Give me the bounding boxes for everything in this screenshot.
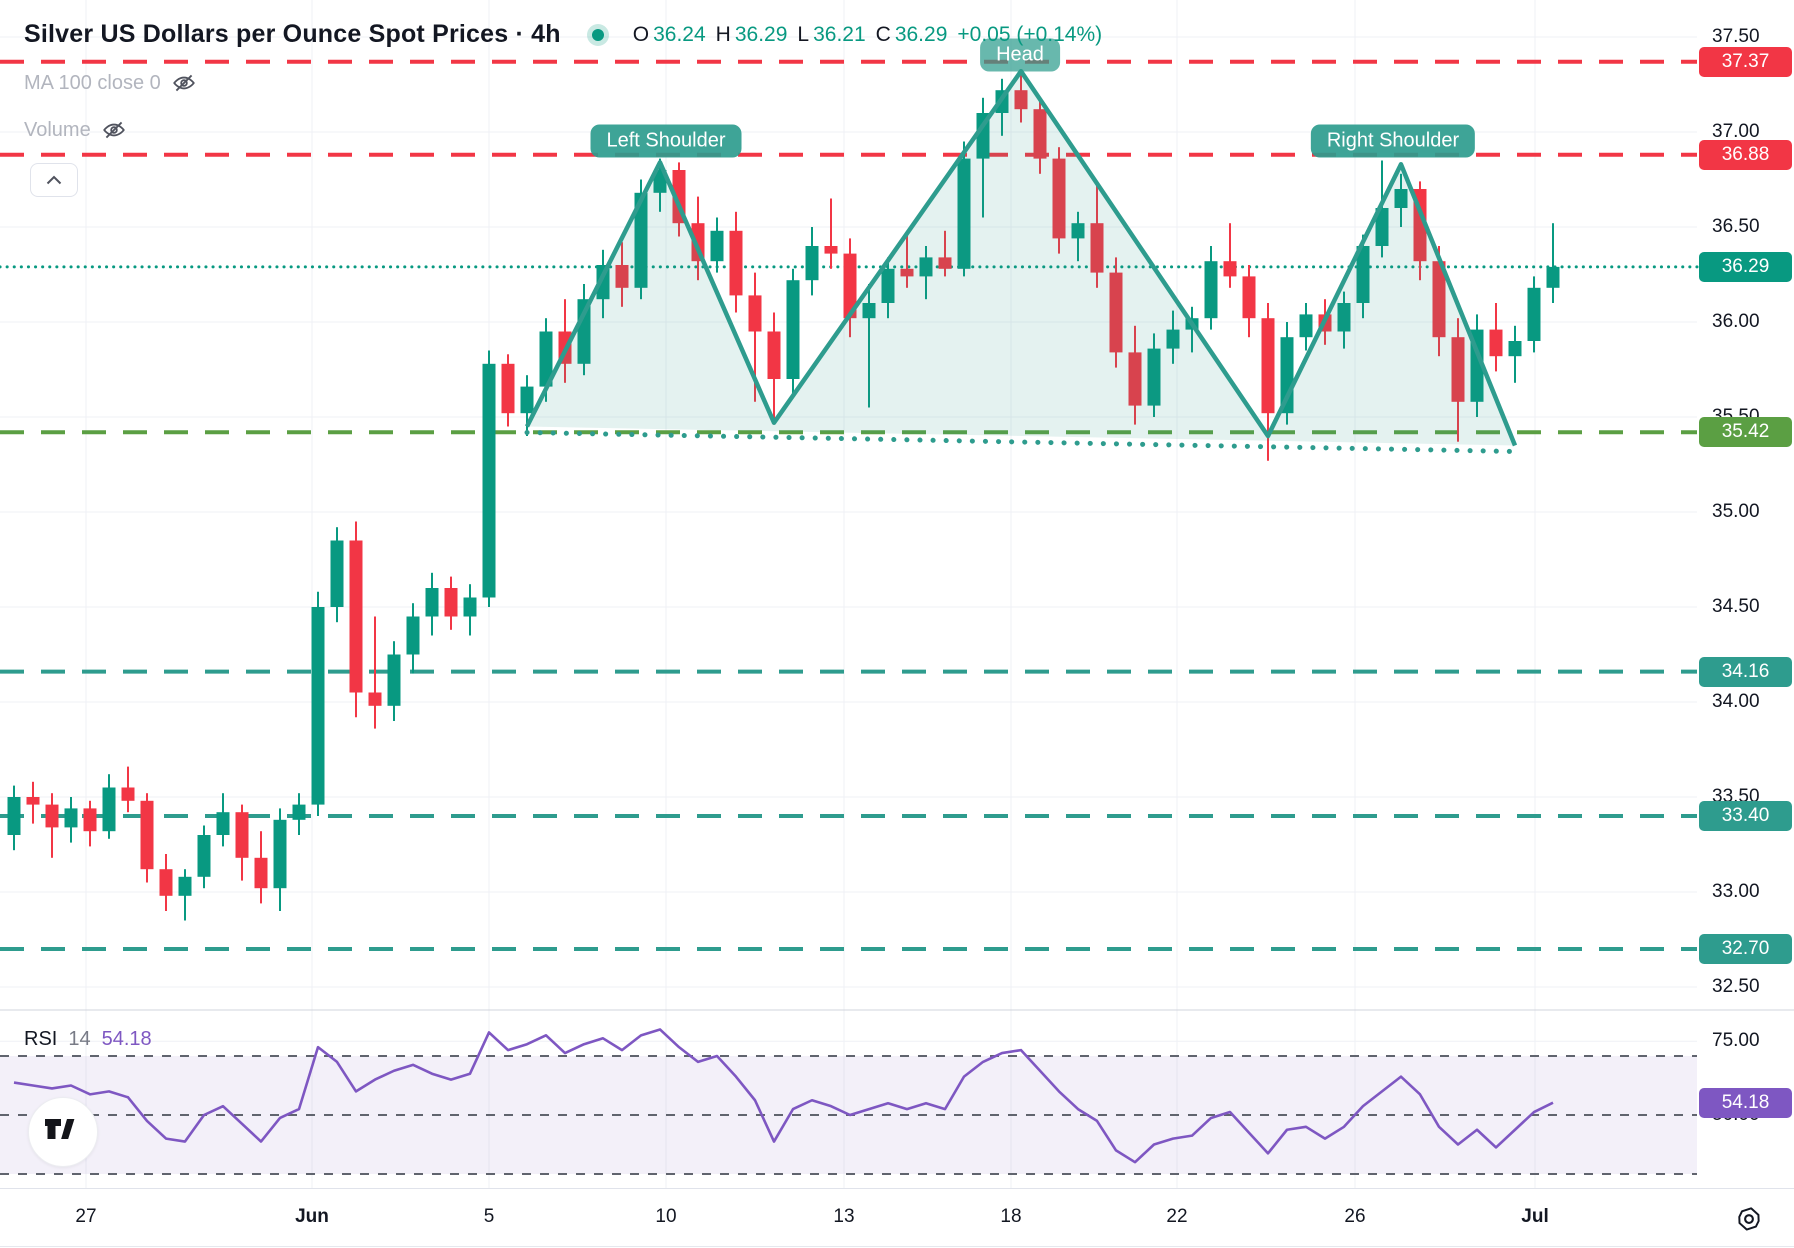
price-tick: 37.50 (1712, 26, 1760, 47)
tradingview-logo-icon[interactable] (28, 1097, 98, 1167)
rsi-axis-75: 75.00 (1712, 1030, 1760, 1051)
rsi-line (13, 1028, 1554, 1164)
rsi-name: RSI (24, 1028, 58, 1050)
time-axis-label: 10 (655, 1206, 677, 1227)
change-value: +0.05 (+0.14%) (957, 22, 1103, 46)
price-tick: 33.00 (1712, 881, 1760, 902)
eye-off-icon[interactable] (101, 117, 127, 143)
eye-off-icon[interactable] (171, 70, 197, 96)
chart-header: Silver US Dollars per Ounce Spot Prices … (24, 20, 1102, 49)
settings-gear-icon[interactable] (1734, 1204, 1764, 1239)
ohlc-readout: O 36.24 H 36.29 L 36.21 C 36.29 +0.05 (+0.14… (633, 23, 1102, 47)
time-axis-label: 13 (833, 1206, 855, 1227)
price-level-badge: 35.42 (1699, 417, 1792, 448)
data-source-dot-icon[interactable] (586, 23, 609, 46)
rsi-value: 54.18 (101, 1028, 152, 1050)
chevron-up-icon (46, 175, 62, 185)
price-tick: 34.50 (1712, 596, 1760, 617)
ma-label: MA 100 close 0 (24, 71, 161, 94)
time-axis-label: 26 (1344, 1206, 1366, 1227)
price-tick: 35.00 (1712, 501, 1760, 522)
pattern-neckline (524, 430, 1518, 454)
pattern-label-right-shoulder[interactable]: Right Shoulder (1310, 124, 1476, 158)
ma-legend-row: MA 100 close 0 (24, 70, 197, 96)
price-level-badge: 36.29 (1699, 251, 1792, 282)
time-axis-separator (0, 1188, 1794, 1189)
time-axis-label: 5 (483, 1206, 495, 1227)
price-tick: 34.00 (1712, 691, 1760, 712)
collapse-legend-button[interactable] (30, 163, 78, 197)
volume-legend-row: Volume (24, 117, 127, 143)
price-tick: 36.00 (1712, 311, 1760, 332)
price-tick: 37.00 (1712, 121, 1760, 142)
symbol-title: Silver US Dollars per Ounce Spot Prices … (24, 20, 561, 48)
high-label: H (715, 22, 731, 46)
time-axis-label: 18 (1000, 1206, 1022, 1227)
price-level-badge: 34.16 (1699, 656, 1792, 687)
price-level-badge: 37.37 (1699, 46, 1792, 77)
bottom-border (0, 1246, 1794, 1247)
close-value: 36.29 (894, 22, 948, 46)
price-level-badge: 32.70 (1699, 934, 1792, 964)
time-axis-label: 27 (75, 1206, 97, 1227)
price-tick: 36.50 (1712, 216, 1760, 237)
time-axis-label: 22 (1166, 1206, 1188, 1227)
low-label: L (797, 22, 810, 46)
pattern-fill (527, 71, 1515, 446)
close-label: C (875, 22, 891, 46)
time-axis-label: Jun (295, 1206, 329, 1227)
volume-label: Volume (24, 118, 91, 141)
open-label: O (632, 22, 650, 46)
open-value: 36.24 (653, 22, 706, 46)
pattern-label-left-shoulder[interactable]: Left Shoulder (590, 124, 742, 158)
rsi-legend-row: RSI 14 54.18 (24, 1028, 152, 1051)
price-tick: 32.50 (1712, 976, 1760, 997)
low-value: 36.21 (813, 22, 866, 46)
price-level-badge: 33.40 (1699, 801, 1792, 831)
rsi-period: 14 (68, 1028, 91, 1050)
candles (7, 69, 1560, 921)
rsi-value-badge: 54.18 (1699, 1088, 1792, 1118)
price-level-badge: 36.88 (1699, 139, 1792, 170)
high-value: 36.29 (734, 22, 788, 46)
pattern-label-head[interactable]: Head (980, 38, 1060, 72)
time-axis-label: Jul (1521, 1206, 1549, 1227)
